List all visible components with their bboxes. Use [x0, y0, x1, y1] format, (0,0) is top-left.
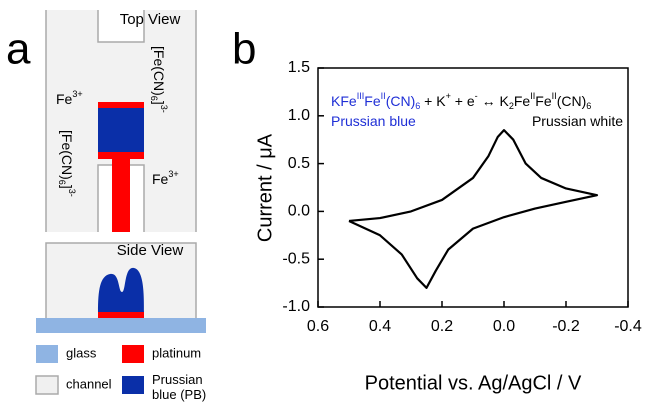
text-part: II — [530, 91, 535, 101]
panel-label: a — [6, 25, 31, 74]
legend-label: platinum — [152, 345, 201, 360]
legend-label: blue (PB) — [152, 387, 206, 402]
legend-label: channel — [66, 376, 112, 391]
legend-swatch — [35, 375, 59, 395]
text-part: 3+ — [168, 169, 178, 179]
platinum — [98, 152, 144, 159]
equation: KFeIIIFeII(CN)6 + K+ + e- ↔ K2FeIIFeII(C… — [331, 91, 591, 111]
legend-swatch — [122, 345, 144, 363]
equation-part: + K+ + e- ↔ K2FeIIFeII(CN)6 — [420, 91, 591, 111]
text-part: - — [475, 91, 478, 101]
plot: 0.6 0.4 0.2 0.0 -0.2 -0.4 -1.0 -0.5 0.0 0.5 1.0 1.5… — [282, 59, 641, 335]
text-part: II — [381, 91, 386, 101]
x-tick-label: -0.2 — [552, 318, 580, 335]
y-tick-label: -1.0 — [282, 298, 310, 315]
text-part: 6 — [149, 96, 159, 101]
y-axis-label: Current / μA — [254, 133, 276, 242]
text-part: Fe — [535, 93, 552, 109]
text-part: Fe — [364, 93, 381, 109]
text-part: Prussian blue — [331, 113, 416, 129]
legend-label: glass — [66, 345, 97, 360]
view-title: Top View — [120, 11, 181, 28]
prussian-blue — [98, 108, 144, 152]
ion-label: [Fe(CN)6]3- — [149, 46, 169, 113]
legend-swatch — [122, 376, 144, 394]
top-view-diagram — [45, 10, 197, 232]
text-part: 3+ — [72, 89, 82, 99]
text-part: 6 — [57, 180, 67, 185]
legend-label: Prussian — [152, 372, 203, 387]
text-part: 6 — [415, 101, 420, 111]
y-tick-label: -0.5 — [282, 250, 310, 267]
plot-frame — [317, 67, 629, 308]
text-part: 2 — [509, 101, 514, 111]
legend-swatch — [36, 345, 58, 363]
ion-label: Fe3+ — [152, 169, 179, 186]
text-part: [Fe(CN) — [59, 130, 75, 180]
view-title: Side View — [117, 242, 184, 259]
channel-outline — [45, 10, 197, 232]
x-tick-label: 0.2 — [431, 318, 453, 335]
cv-curve — [348, 129, 599, 289]
x-tick-label: -0.4 — [614, 318, 642, 335]
text-part: II — [552, 91, 557, 101]
text-part: 6 — [586, 101, 591, 111]
text-part: (CN) — [557, 93, 587, 109]
text-part: Fe — [152, 171, 169, 187]
y-tick-label: 0.0 — [288, 203, 310, 220]
text-part: + — [446, 91, 451, 101]
platinum — [98, 312, 144, 318]
text-part: III — [357, 91, 365, 101]
text-part: [Fe(CN) — [151, 46, 167, 96]
glass — [36, 318, 206, 333]
y-tick-label: 1.5 — [288, 59, 310, 76]
text-part: ] — [151, 101, 167, 105]
text-part: (CN) — [386, 93, 416, 109]
text-part: Prussian white — [532, 113, 623, 129]
platinum-lead — [112, 159, 130, 232]
wall — [98, 10, 144, 42]
x-tick-label: 0.4 — [369, 318, 391, 335]
ion-label: Fe3+ — [56, 89, 83, 106]
platinum — [98, 102, 144, 108]
annotation: Prussian white — [532, 113, 623, 129]
annotation: Prussian blue — [331, 113, 416, 129]
text-part: + K — [420, 93, 446, 109]
y-tick-label: 1.0 — [288, 107, 310, 124]
x-axis-label: Potential vs. Ag/AgCl / V — [365, 372, 582, 394]
text-part: KFe — [331, 93, 357, 109]
equation-part: KFeIIIFeII(CN)6 — [331, 91, 420, 111]
x-tick-label: 0.6 — [307, 318, 329, 335]
y-tick-label: 0.5 — [288, 155, 310, 172]
text-part: ↔ K — [478, 93, 510, 109]
side-view-diagram — [36, 242, 206, 333]
text-part: 3- — [67, 189, 77, 197]
panel-label: b — [232, 25, 256, 74]
prussian-blue — [98, 267, 144, 312]
text-part: Fe — [56, 91, 73, 107]
x-tick-label: 0.0 — [493, 318, 515, 335]
text-part: Fe — [514, 93, 531, 109]
text-part: 3- — [159, 105, 169, 113]
text-part: ] — [59, 185, 75, 189]
ion-label: [Fe(CN)6]3- — [57, 130, 77, 197]
text-part: + e — [451, 93, 475, 109]
